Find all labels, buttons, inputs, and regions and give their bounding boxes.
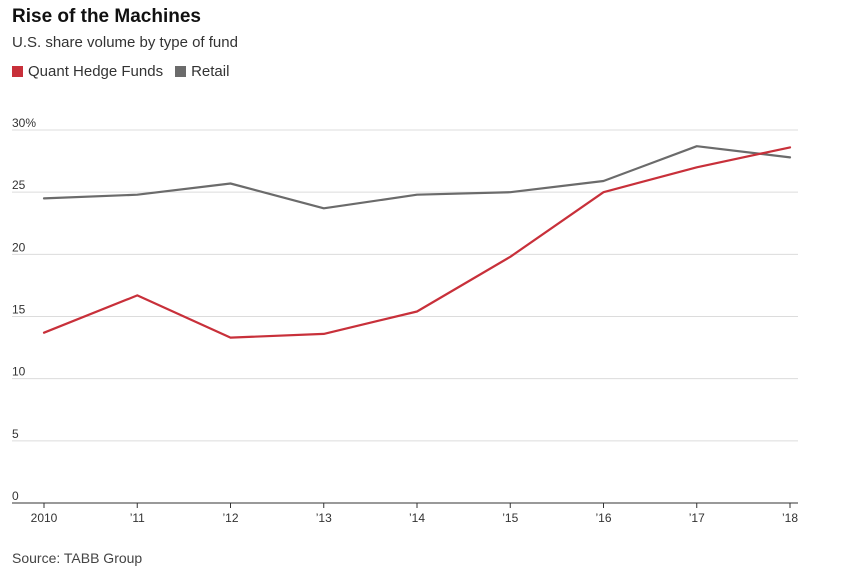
x-tick-label-3: ’13 [316,511,332,525]
chart-title: Rise of the Machines [12,6,201,27]
series-line-quant-hedge-funds [42,146,792,339]
legend-label-quant: Quant Hedge Funds [28,63,164,80]
legend-item-quant: Quant Hedge Funds [12,63,163,80]
legend-label-retail: Retail [191,63,230,80]
y-tick-label-15: 15 [12,303,26,317]
x-tick-label-5: ’15 [502,511,518,525]
y-tick-label-25: 25 [12,178,26,192]
x-tick-label-1: ’11 [130,511,145,525]
x-tick-label-0: 2010 [31,511,58,525]
y-tick-label-20: 20 [12,240,26,254]
x-tick-label-7: ’17 [689,511,705,525]
legend-item-retail: Retail [175,63,229,80]
y-tick-label-0: 0 [12,489,19,503]
x-tick-label-8: ’18 [782,511,798,525]
y-tick-label-30: 30% [12,116,36,130]
series-line-retail [42,145,792,210]
x-tick-label-2: ’12 [222,511,238,525]
x-tick-label-4: ’14 [409,511,425,525]
legend-swatch-retail [175,66,187,77]
source-note: Source: TABB Group [12,550,143,566]
legend: Quant Hedge Funds Retail [12,63,229,80]
x-tick-label-6: ’16 [595,511,611,525]
chart-subtitle: U.S. share volume by type of fund [12,34,238,51]
y-tick-label-10: 10 [12,365,26,379]
y-tick-label-5: 5 [12,427,19,441]
legend-swatch-quant [12,66,23,77]
